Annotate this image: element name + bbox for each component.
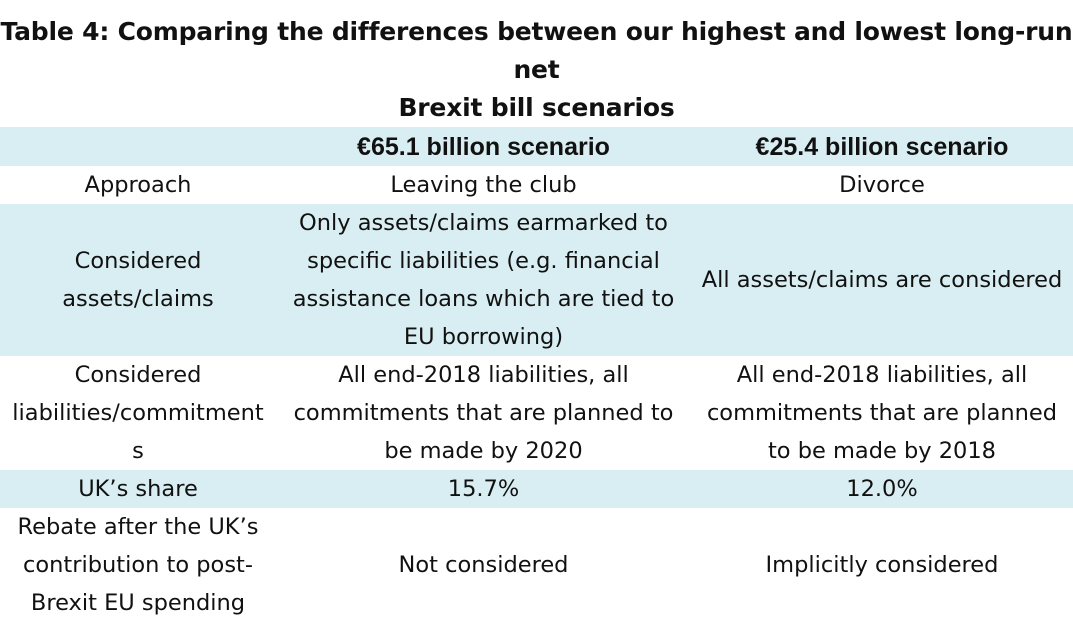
high-scenario-cell: Leaving the club xyxy=(390,172,577,198)
cell-line: assistance loans which are tied to xyxy=(292,286,675,312)
row-label-line: s xyxy=(132,438,144,464)
table-row: Approach Leaving the club Divorce xyxy=(0,166,1073,204)
table-row: Considered assets/claims Only assets/cla… xyxy=(0,204,1073,356)
cell-line: EU borrowing) xyxy=(403,324,564,350)
title-line-1: Table 4: Comparing the differences betwe… xyxy=(0,17,1073,84)
comparison-table: €65.1 billion scenario €25.4 billion sce… xyxy=(0,127,1073,622)
low-scenario-cell: All assets/claims are considered xyxy=(691,204,1073,356)
high-scenario-cell: All end-2018 liabilities, all commitment… xyxy=(276,356,691,470)
cell-line: commitments that are planned to xyxy=(293,400,674,426)
row-label-line: contribution to post- xyxy=(23,552,253,578)
row-label-line: Brexit EU spending xyxy=(30,590,246,616)
high-scenario-cell: 15.7% xyxy=(276,470,691,508)
row-label-line: Rebate after the UK’s xyxy=(17,514,259,540)
row-label: Rebate after the UK’s contribution to po… xyxy=(0,508,276,622)
cell-line: to be made by 2018 xyxy=(767,438,996,464)
table-title: Table 4: Comparing the differences betwe… xyxy=(0,0,1073,127)
high-scenario-cell: Only assets/claims earmarked to specific… xyxy=(276,204,691,356)
table-row: Rebate after the UK’s contribution to po… xyxy=(0,508,1073,622)
cell-line: All end-2018 liabilities, all xyxy=(338,362,629,388)
row-label: Approach xyxy=(84,172,192,198)
cell-line: commitments that are planned xyxy=(706,400,1058,426)
header-row: €65.1 billion scenario €25.4 billion sce… xyxy=(0,127,1073,166)
header-empty xyxy=(0,127,276,166)
row-label-line: assets/claims xyxy=(62,286,214,312)
row-label-line: liabilities/commitment xyxy=(12,400,264,426)
table-row: Considered liabilities/commitment s All … xyxy=(0,356,1073,470)
row-label-line: Considered xyxy=(74,362,202,388)
cell-line: specific liabilities (e.g. financial xyxy=(307,248,660,274)
row-label: Considered liabilities/commitment s xyxy=(0,356,276,470)
row-label: UK’s share xyxy=(0,470,276,508)
low-scenario-cell: 12.0% xyxy=(691,470,1073,508)
table-row: UK’s share 15.7% 12.0% xyxy=(0,470,1073,508)
cell-line: All end-2018 liabilities, all xyxy=(736,362,1028,388)
header-low-scenario: €25.4 billion scenario xyxy=(691,127,1073,166)
cell-line: Only assets/claims earmarked to xyxy=(299,210,668,236)
low-scenario-cell: All end-2018 liabilities, all commitment… xyxy=(691,356,1073,470)
row-label-line: Considered xyxy=(74,248,202,274)
row-label: Considered assets/claims xyxy=(0,204,276,356)
title-line-2: Brexit bill scenarios xyxy=(398,93,675,122)
header-high-scenario: €65.1 billion scenario xyxy=(276,127,691,166)
high-scenario-cell: Not considered xyxy=(398,552,569,578)
low-scenario-cell: Implicitly considered xyxy=(765,552,999,578)
cell-line: be made by 2020 xyxy=(384,438,583,464)
low-scenario-cell: Divorce xyxy=(839,172,925,198)
